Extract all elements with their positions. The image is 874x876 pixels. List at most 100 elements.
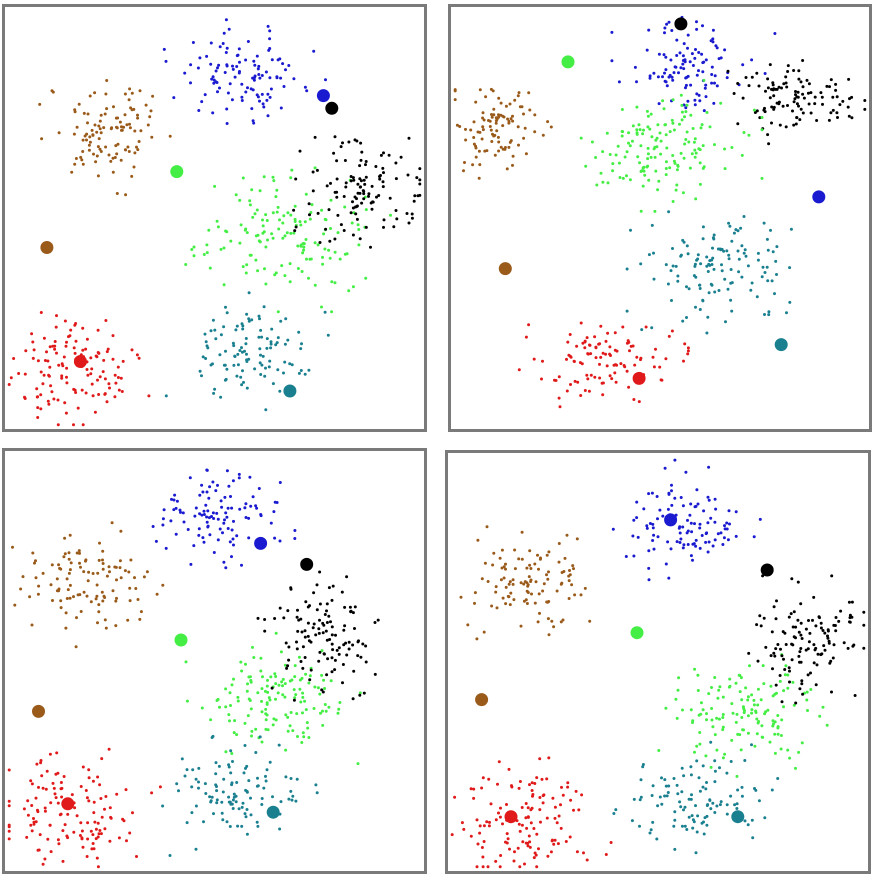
data-point-green (705, 712, 708, 716)
data-point-black (780, 654, 784, 658)
data-point-teal (259, 328, 263, 332)
data-point-green (657, 749, 661, 752)
data-point-red (505, 803, 508, 806)
data-point-green (752, 698, 756, 702)
data-point-brown (516, 94, 520, 98)
data-point-black (801, 59, 805, 62)
data-point-black (736, 122, 740, 126)
data-point-red (47, 374, 51, 378)
data-point-green (294, 693, 298, 697)
data-point-black (359, 158, 363, 162)
data-point-teal (323, 310, 327, 314)
data-point-green (324, 709, 328, 713)
data-point-teal (726, 287, 730, 291)
data-point-green (671, 121, 675, 125)
data-point-teal (729, 268, 733, 271)
data-point-teal (770, 279, 774, 283)
data-point-blue (193, 514, 197, 518)
data-point-teal (708, 263, 712, 267)
data-point-black (344, 185, 348, 189)
data-point-blue (266, 24, 270, 28)
data-point-blue (198, 493, 202, 497)
data-point-green (717, 688, 721, 692)
data-point-black (801, 692, 805, 696)
data-point-blue (667, 20, 671, 24)
data-point-green (658, 131, 662, 135)
data-point-black (358, 164, 362, 168)
data-point-blue (689, 554, 693, 558)
data-point-brown (490, 604, 494, 608)
data-point-green (310, 203, 314, 207)
data-point-green (389, 213, 392, 217)
data-point-teal (701, 299, 705, 303)
data-point-brown (453, 89, 457, 93)
data-point-blue (633, 65, 637, 69)
data-point-brown (529, 580, 533, 583)
data-point-red (97, 393, 101, 396)
data-point-black (807, 640, 811, 644)
data-point-blue (210, 77, 214, 81)
data-point-teal (664, 784, 668, 788)
data-point-teal (289, 789, 293, 793)
data-point-blue (231, 537, 235, 541)
data-point-black (312, 622, 316, 626)
data-point-blue (667, 492, 671, 496)
data-point-brown (489, 128, 493, 132)
data-point-green (645, 109, 649, 113)
data-point-red (7, 804, 11, 808)
data-point-black (320, 688, 324, 692)
data-point-brown (528, 549, 532, 553)
data-point-black (804, 627, 808, 631)
data-point-blue (253, 63, 257, 67)
data-point-blue (200, 483, 204, 487)
data-point-teal (243, 812, 247, 816)
data-point-blue (232, 519, 235, 523)
data-point-teal (664, 263, 668, 267)
data-point-teal (614, 808, 618, 812)
data-point-red (46, 837, 50, 841)
data-point-teal (702, 820, 705, 824)
data-point-green (671, 200, 675, 203)
data-point-black (308, 678, 312, 682)
data-point-brown (86, 579, 90, 583)
data-point-green (640, 169, 644, 173)
data-point-blue (221, 531, 224, 535)
data-point-green (312, 707, 316, 710)
data-point-blue (701, 61, 705, 65)
data-point-teal (219, 333, 223, 337)
data-point-black (349, 211, 353, 215)
data-point-green (273, 672, 277, 676)
data-point-blue (254, 504, 258, 508)
data-point-red (52, 786, 56, 790)
data-point-brown (509, 591, 513, 595)
data-point-green (627, 131, 631, 135)
data-point-teal (730, 239, 734, 243)
data-point-blue (681, 54, 685, 58)
data-point-brown (148, 115, 152, 119)
data-point-teal (183, 774, 187, 778)
data-point-brown (512, 598, 516, 602)
data-point-blue (189, 81, 192, 85)
data-point-black (772, 107, 776, 111)
data-point-red (26, 799, 30, 803)
data-point-red (135, 855, 138, 858)
data-point-green (337, 707, 341, 711)
data-point-green (291, 729, 295, 733)
data-point-brown (139, 129, 143, 133)
data-point-black (369, 201, 373, 205)
data-point-green (742, 131, 746, 134)
data-point-green (244, 227, 248, 231)
data-point-teal (257, 335, 261, 339)
data-point-teal (658, 795, 662, 799)
data-point-blue (651, 526, 655, 530)
data-point-brown (80, 158, 84, 162)
data-point-teal (736, 229, 740, 233)
data-point-brown (57, 563, 61, 567)
data-point-green (665, 146, 669, 150)
data-point-green (266, 678, 269, 682)
data-point-red (599, 355, 603, 359)
data-point-black (808, 631, 812, 635)
data-point-red (41, 786, 45, 790)
data-point-brown (118, 120, 122, 124)
data-point-teal (693, 264, 697, 268)
